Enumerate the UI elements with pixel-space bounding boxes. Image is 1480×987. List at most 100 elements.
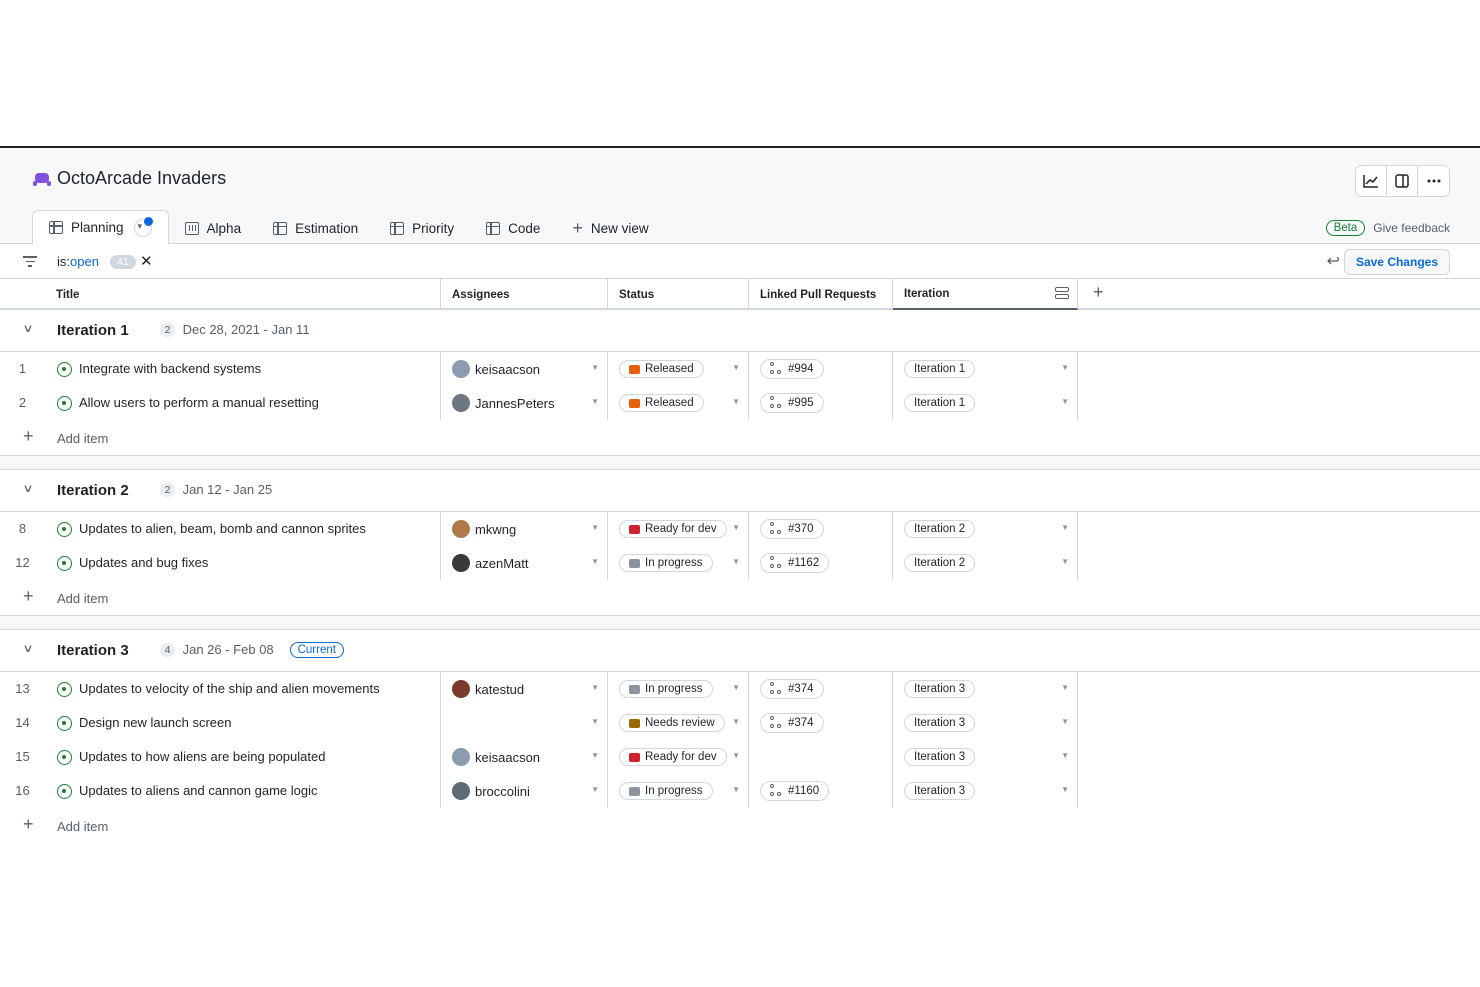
linked-prs-cell[interactable]: #370 — [749, 512, 893, 546]
linked-pr-pill[interactable]: #374 — [760, 679, 824, 699]
chevron-down-icon[interactable]: ▼ — [1061, 397, 1069, 406]
status-cell[interactable]: Released ▼ — [608, 386, 749, 420]
linked-pr-pill[interactable]: #994 — [760, 359, 824, 379]
assignees-cell[interactable]: broccolini ▼ — [441, 774, 608, 808]
linked-pr-pill[interactable]: #1160 — [760, 781, 830, 801]
issue-title[interactable]: Updates to velocity of the ship and alie… — [79, 681, 380, 696]
issue-title[interactable]: Updates and bug fixes — [79, 555, 209, 570]
assignees-cell[interactable]: katestud ▼ — [441, 672, 608, 706]
iteration-cell[interactable]: Iteration 1 ▼ — [893, 386, 1078, 420]
issue-title[interactable]: Integrate with backend systems — [79, 361, 262, 376]
chevron-down-icon[interactable]: ∨ — [22, 483, 34, 495]
iteration-cell[interactable]: Iteration 3 ▼ — [893, 672, 1078, 706]
status-cell[interactable]: Ready for dev ▼ — [608, 512, 749, 546]
status-cell[interactable]: In progress ▼ — [608, 774, 749, 808]
tab-planning[interactable]: Planning — [32, 210, 169, 245]
linked-pr-pill[interactable]: #995 — [760, 393, 824, 413]
table-row[interactable]: 2 Allow users to perform a manual resetti… — [0, 386, 1480, 421]
chevron-down-icon[interactable]: ▼ — [591, 683, 599, 692]
assignees-cell[interactable]: ▼ — [441, 706, 608, 740]
chevron-down-icon[interactable]: ▼ — [591, 363, 599, 372]
more-options-button[interactable] — [1418, 166, 1449, 196]
table-row[interactable]: 13 Updates to velocity of the ship and al… — [0, 672, 1480, 707]
column-status[interactable]: Status — [608, 279, 749, 310]
chevron-down-icon[interactable]: ▼ — [1061, 785, 1069, 794]
assignees-cell[interactable]: mkwng ▼ — [441, 512, 608, 546]
save-changes-button[interactable]: Save Changes — [1343, 249, 1450, 275]
iteration-cell[interactable]: Iteration 3 ▼ — [893, 706, 1078, 740]
chevron-down-icon[interactable]: ▼ — [732, 523, 740, 532]
status-cell[interactable]: In progress ▼ — [608, 546, 749, 580]
chevron-down-icon[interactable]: ▼ — [591, 785, 599, 794]
chevron-down-icon[interactable]: ▼ — [591, 523, 599, 532]
chevron-down-icon[interactable]: ▼ — [1061, 363, 1069, 372]
new-view-button[interactable]: + New view — [556, 211, 664, 245]
iteration-cell[interactable]: Iteration 2 ▼ — [893, 512, 1078, 546]
add-field-button[interactable]: + — [1093, 282, 1104, 302]
chevron-down-icon[interactable]: ▼ — [732, 683, 740, 692]
table-row[interactable]: 15 Updates to how aliens are being popula… — [0, 740, 1480, 775]
assignees-cell[interactable]: azenMatt ▼ — [441, 546, 608, 580]
column-iteration[interactable]: Iteration — [893, 279, 1078, 310]
iteration-cell[interactable]: Iteration 2 ▼ — [893, 546, 1078, 580]
linked-pr-pill[interactable]: #370 — [760, 519, 824, 539]
chevron-down-icon[interactable]: ▼ — [1061, 557, 1069, 566]
linked-pr-pill[interactable]: #374 — [760, 713, 824, 733]
tab-code[interactable]: Code — [470, 211, 556, 245]
column-linked-prs[interactable]: Linked Pull Requests — [749, 279, 893, 310]
iteration-cell[interactable]: Iteration 3 ▼ — [893, 740, 1078, 774]
linked-prs-cell[interactable]: #994 — [749, 352, 893, 386]
linked-prs-cell[interactable]: #374 — [749, 672, 893, 706]
chevron-down-icon[interactable]: ▼ — [591, 751, 599, 760]
issue-title[interactable]: Updates to alien, beam, bomb and cannon … — [79, 521, 366, 536]
chevron-down-icon[interactable]: ▼ — [591, 397, 599, 406]
undo-icon[interactable]: ↩ — [1326, 253, 1340, 270]
issue-title[interactable]: Allow users to perform a manual resettin… — [79, 395, 319, 410]
add-item-row[interactable]: + Add item — [0, 808, 1480, 840]
iteration-cell[interactable]: Iteration 1 ▼ — [893, 352, 1078, 386]
assignees-cell[interactable]: keisaacson ▼ — [441, 740, 608, 774]
column-title[interactable]: Title — [45, 279, 441, 310]
chevron-down-icon[interactable]: ▼ — [1061, 751, 1069, 760]
assignees-cell[interactable]: JannesPeters ▼ — [441, 386, 608, 420]
chevron-down-icon[interactable]: ▼ — [732, 363, 740, 372]
status-cell[interactable]: In progress ▼ — [608, 672, 749, 706]
status-cell[interactable]: Released ▼ — [608, 352, 749, 386]
linked-prs-cell[interactable]: #1160 — [749, 774, 893, 808]
filter-input[interactable]: is:open — [57, 254, 99, 269]
tab-estimation[interactable]: Estimation — [257, 211, 374, 245]
chevron-down-icon[interactable]: ▼ — [591, 557, 599, 566]
linked-prs-cell[interactable]: #1162 — [749, 546, 893, 580]
chevron-down-icon[interactable]: ▼ — [1061, 523, 1069, 532]
table-row[interactable]: 8 Updates to alien, beam, bomb and cannon… — [0, 512, 1480, 547]
linked-pr-pill[interactable]: #1162 — [760, 553, 830, 573]
view-options-icon[interactable] — [133, 215, 154, 237]
status-cell[interactable]: Ready for dev ▼ — [608, 740, 749, 774]
table-row[interactable]: 12 Updates and bug fixes azenMatt ▼ In progr… — [0, 546, 1480, 581]
chevron-down-icon[interactable]: ▼ — [732, 751, 740, 760]
linked-prs-cell[interactable]: #374 — [749, 706, 893, 740]
iteration-cell[interactable]: Iteration 3 ▼ — [893, 774, 1078, 808]
issue-title[interactable]: Design new launch screen — [79, 715, 232, 730]
issue-title[interactable]: Updates to aliens and cannon game logic — [79, 783, 318, 798]
insights-button[interactable] — [1356, 166, 1387, 196]
status-cell[interactable]: Needs review ▼ — [608, 706, 749, 740]
chevron-down-icon[interactable]: ▼ — [1061, 683, 1069, 692]
add-item-row[interactable]: + Add item — [0, 420, 1480, 456]
chevron-down-icon[interactable]: ▼ — [732, 397, 740, 406]
tab-priority[interactable]: Priority — [374, 211, 470, 245]
clear-filter-icon[interactable]: ✕ — [140, 253, 153, 270]
side-panel-button[interactable] — [1387, 166, 1418, 196]
column-assignees[interactable]: Assignees — [441, 279, 608, 310]
chevron-down-icon[interactable]: ▼ — [732, 717, 740, 726]
chevron-down-icon[interactable]: ▼ — [732, 557, 740, 566]
linked-prs-cell[interactable]: #995 — [749, 386, 893, 420]
linked-prs-cell[interactable] — [749, 740, 893, 774]
table-row[interactable]: 16 Updates to aliens and cannon game logi… — [0, 774, 1480, 809]
filter-icon[interactable] — [23, 256, 37, 270]
tab-alpha[interactable]: Alpha — [169, 211, 258, 245]
add-item-row[interactable]: + Add item — [0, 580, 1480, 616]
chevron-down-icon[interactable]: ▼ — [1061, 717, 1069, 726]
chevron-down-icon[interactable]: ▼ — [591, 717, 599, 726]
give-feedback-link[interactable]: Give feedback — [1373, 221, 1450, 235]
